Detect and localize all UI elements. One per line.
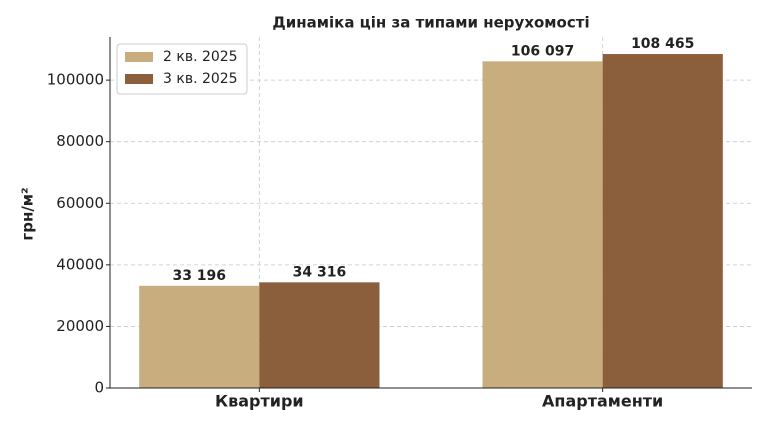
legend-label: 3 кв. 2025 (163, 71, 238, 87)
legend-swatch (125, 74, 153, 84)
legend-label: 2 кв. 2025 (163, 49, 238, 65)
y-tick-label: 0 (94, 379, 104, 397)
y-tick-label: 20000 (56, 317, 104, 335)
value-label: 33 196 (172, 268, 226, 284)
value-label: 106 097 (511, 43, 574, 59)
y-tick-label: 40000 (56, 255, 104, 273)
chart-title: Динаміка цін за типами нерухомості (272, 14, 589, 32)
value-label: 34 316 (293, 264, 347, 280)
bar (139, 285, 260, 388)
value-label: 108 465 (631, 36, 694, 52)
y-axis-label: грн/м² (19, 187, 37, 240)
bar (259, 282, 380, 388)
bar (482, 61, 603, 389)
y-tick-label: 80000 (56, 132, 104, 150)
bar (602, 54, 723, 389)
y-tick-label: 60000 (56, 194, 104, 212)
x-tick-label: Квартири (215, 392, 304, 411)
x-tick-label: Апартаменти (542, 392, 663, 411)
y-tick-label: 100000 (47, 71, 104, 89)
legend-swatch (125, 52, 153, 62)
